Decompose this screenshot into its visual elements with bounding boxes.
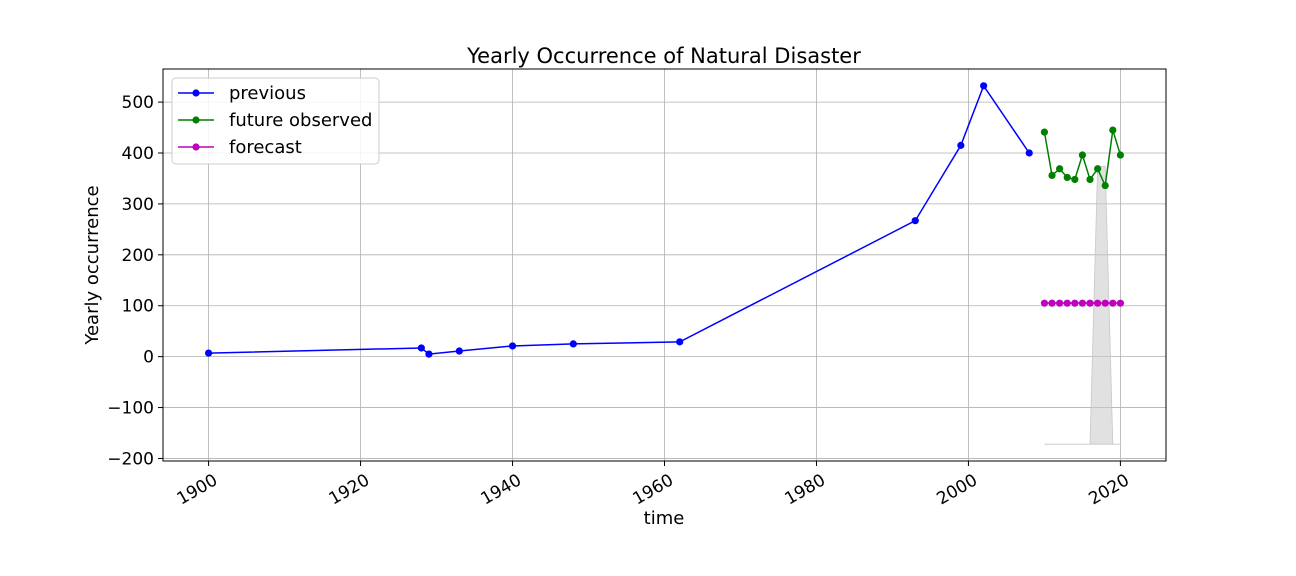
- data-point-previous: [425, 350, 433, 358]
- x-tick-label: 2000: [933, 470, 980, 509]
- legend-marker-future-observed: [192, 116, 200, 124]
- y-tick-label: 500: [122, 93, 154, 113]
- legend-marker-forecast: [192, 143, 200, 151]
- confidence-band: [1044, 165, 1121, 445]
- x-tick-label: 2020: [1085, 470, 1132, 509]
- data-point-forecast: [1086, 299, 1094, 307]
- data-point-previous: [676, 338, 684, 346]
- x-axis-label: time: [644, 508, 685, 529]
- chart-title: Yearly Occurrence of Natural Disaster: [466, 44, 861, 68]
- data-point-previous: [569, 340, 577, 348]
- x-axis-ticks: 1900 1920 1940 1960 1980 2000 2020: [174, 461, 1133, 509]
- legend-label-forecast: forecast: [229, 137, 302, 158]
- data-point-future-observed: [1071, 175, 1079, 184]
- y-tick-label: −100: [107, 399, 154, 419]
- legend: previous future observed forecast: [171, 77, 380, 165]
- x-tick-label: 1980: [782, 470, 829, 509]
- data-point-forecast: [1040, 299, 1049, 307]
- data-point-future-observed: [1094, 165, 1102, 173]
- data-point-forecast: [1056, 299, 1064, 307]
- confidence-band-area: [1044, 165, 1121, 445]
- data-point-previous: [980, 82, 988, 90]
- data-point-previous: [417, 344, 425, 352]
- y-tick-label: 200: [122, 246, 154, 266]
- legend-label-future-observed: future observed: [229, 110, 372, 131]
- data-point-future-observed: [1086, 175, 1094, 184]
- data-point-forecast: [1109, 299, 1117, 307]
- data-point-future-observed: [1040, 128, 1049, 136]
- legend-box: [171, 77, 380, 165]
- data-point-forecast: [1078, 299, 1087, 307]
- legend-label-previous: previous: [229, 83, 306, 104]
- data-point-forecast: [1094, 299, 1102, 307]
- x-tick-label: 1900: [174, 470, 221, 509]
- data-point-future-observed: [1078, 151, 1087, 159]
- y-tick-label: −200: [107, 449, 154, 469]
- series-lines: [204, 82, 1125, 358]
- data-point-forecast: [1048, 299, 1056, 307]
- data-point-previous: [455, 347, 463, 355]
- data-point-forecast: [1063, 299, 1071, 307]
- data-point-forecast: [1116, 299, 1125, 307]
- y-tick-label: 100: [122, 297, 154, 317]
- y-tick-label: 400: [122, 144, 154, 164]
- data-point-forecast: [1071, 299, 1079, 307]
- y-axis-ticks: −200 −100 0 100 200 300 400 500: [107, 93, 163, 469]
- data-point-forecast: [1101, 299, 1109, 307]
- data-point-future-observed: [1048, 171, 1056, 179]
- data-point-future-observed: [1109, 126, 1117, 134]
- data-point-future-observed: [1101, 181, 1109, 190]
- data-point-previous: [957, 141, 965, 149]
- data-point-future-observed: [1063, 173, 1071, 182]
- y-axis-label: Yearly occurrence: [82, 185, 103, 345]
- legend-marker-previous: [192, 89, 200, 97]
- x-tick-label: 1960: [630, 470, 677, 509]
- data-point-previous: [204, 349, 213, 357]
- data-point-previous: [1025, 149, 1033, 157]
- data-point-future-observed: [1116, 151, 1125, 159]
- x-tick-label: 1920: [326, 470, 373, 509]
- data-point-future-observed: [1056, 165, 1064, 173]
- y-tick-label: 300: [122, 195, 154, 215]
- data-point-previous: [911, 217, 919, 225]
- y-tick-label: 0: [143, 348, 154, 368]
- x-tick-label: 1940: [478, 470, 525, 509]
- data-point-previous: [508, 342, 517, 350]
